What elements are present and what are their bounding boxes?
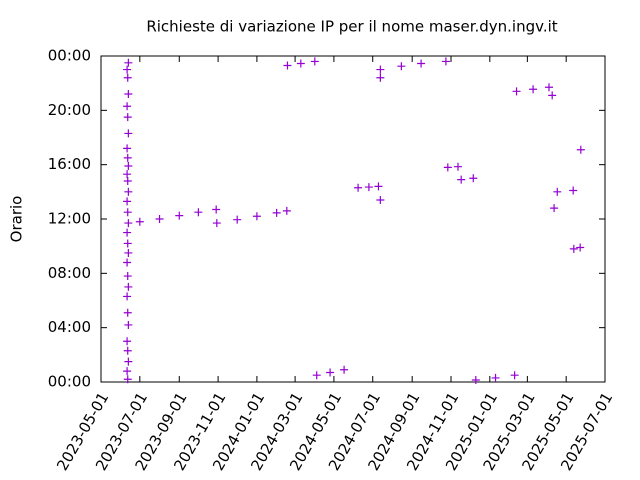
y-tick-label: 00:00 <box>48 373 91 391</box>
point <box>233 215 242 224</box>
point <box>510 371 519 380</box>
y-tick-label: 08:00 <box>48 264 91 282</box>
point <box>529 85 538 94</box>
point <box>123 272 132 281</box>
point <box>457 175 466 184</box>
point <box>296 59 305 68</box>
point <box>175 211 184 220</box>
point <box>471 375 480 384</box>
point <box>124 162 133 171</box>
point <box>123 308 132 317</box>
point <box>576 145 585 154</box>
point <box>340 365 349 374</box>
point <box>124 248 133 257</box>
y-tick-label: 20:00 <box>48 101 91 119</box>
point <box>376 195 385 204</box>
point <box>194 208 203 217</box>
point <box>123 170 132 179</box>
point <box>397 62 406 71</box>
point <box>545 83 553 92</box>
point <box>124 320 133 329</box>
point <box>123 375 132 384</box>
point <box>212 219 221 228</box>
point <box>569 244 578 253</box>
point <box>123 65 132 74</box>
point <box>124 357 133 366</box>
y-tick-label: 16:00 <box>48 155 91 173</box>
point <box>123 144 132 153</box>
point <box>553 187 562 196</box>
point <box>548 91 557 100</box>
point <box>124 90 133 99</box>
chart-title: Richieste di variazione IP per il nome m… <box>146 18 557 36</box>
point <box>310 57 319 66</box>
point <box>326 368 335 377</box>
point <box>155 215 164 223</box>
point <box>491 373 500 382</box>
point <box>123 292 132 301</box>
point <box>569 186 578 195</box>
point <box>123 176 132 185</box>
point <box>123 337 132 346</box>
point <box>283 61 292 70</box>
point <box>441 57 450 66</box>
point <box>124 129 133 138</box>
point <box>123 208 132 217</box>
point <box>124 219 133 228</box>
point <box>124 187 133 196</box>
point <box>550 204 559 213</box>
point <box>123 228 132 237</box>
point <box>123 102 132 111</box>
point <box>272 208 281 217</box>
point <box>123 73 132 82</box>
point <box>417 59 426 68</box>
point <box>123 239 132 248</box>
point <box>123 258 132 267</box>
point <box>443 163 452 172</box>
y-tick-label: 12:00 <box>48 210 91 228</box>
point <box>123 153 132 162</box>
point <box>376 65 385 74</box>
point <box>123 346 132 355</box>
y-axis-label: Orario <box>8 196 26 243</box>
point <box>252 212 261 221</box>
point <box>364 183 373 192</box>
point <box>135 217 144 226</box>
y-tick-label: 00:00 <box>48 47 91 65</box>
point <box>123 113 132 122</box>
point <box>374 182 383 191</box>
point <box>123 367 132 376</box>
point <box>376 73 385 82</box>
point <box>312 371 321 380</box>
point <box>124 282 133 291</box>
point <box>282 206 291 215</box>
point <box>576 243 585 252</box>
y-tick-label: 04:00 <box>48 318 91 336</box>
point <box>212 205 221 214</box>
point <box>469 174 478 183</box>
point <box>124 58 133 67</box>
point <box>123 197 132 206</box>
point <box>454 162 462 171</box>
point <box>512 87 521 96</box>
point <box>354 183 363 192</box>
